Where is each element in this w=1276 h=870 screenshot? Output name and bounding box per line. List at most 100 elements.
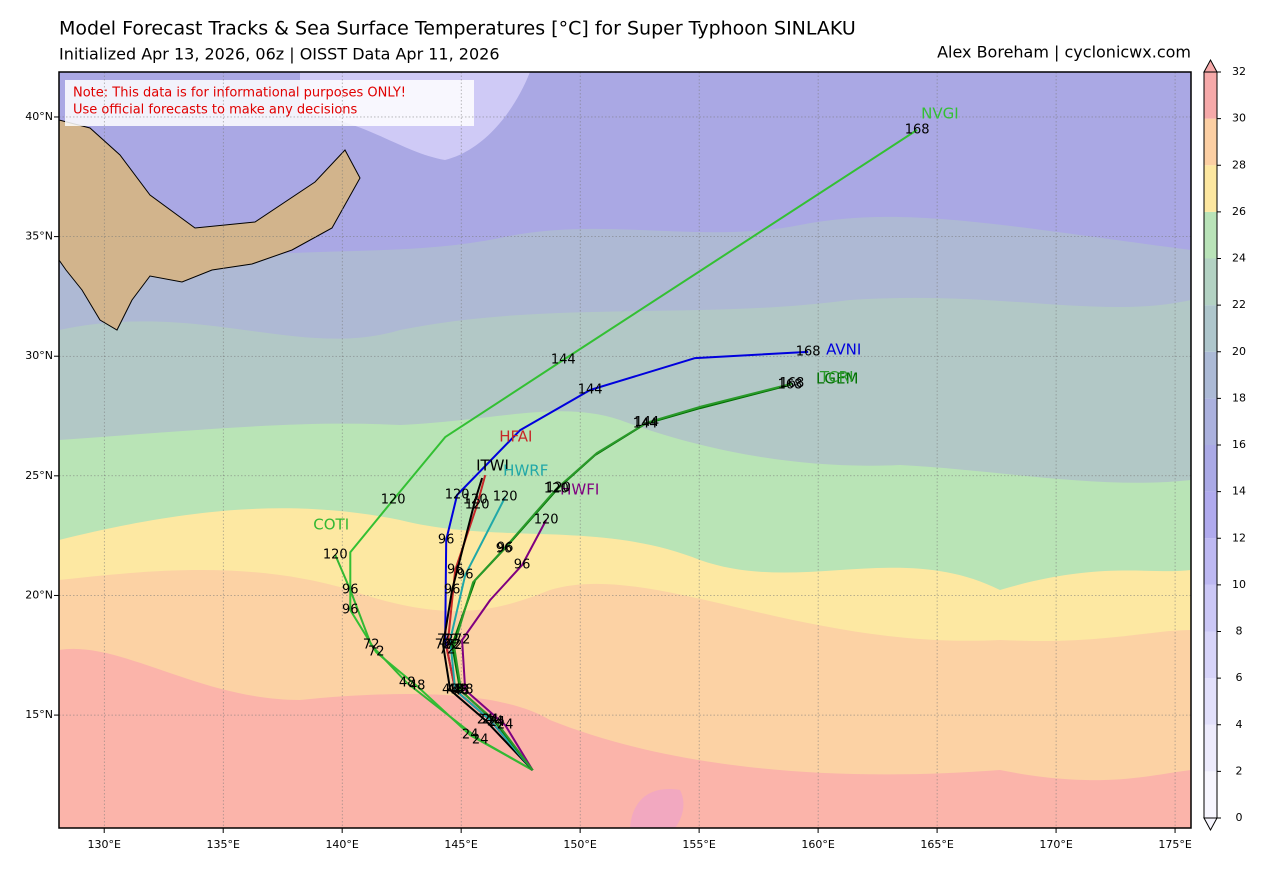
colorbar-tick-label: 2 [1236,764,1243,777]
colorbar-segment [1204,118,1217,166]
hour-label: 48 [442,682,459,697]
hour-label: 120 [323,548,348,563]
colorbar-segment [1204,771,1217,818]
colorbar-tick-label: 30 [1232,112,1246,125]
colorbar-segment [1204,351,1217,399]
track-line [449,496,534,771]
y-tick-label: 25°N [25,469,53,482]
hour-label: 96 [497,541,514,556]
hour-label: 24 [489,715,506,730]
colorbar-tick-label: 26 [1232,205,1246,218]
colorbar-segment [1204,724,1217,772]
colorbar-segment [1204,305,1217,352]
track-name: HWRF [503,462,548,480]
colorbar-tick-label: 8 [1236,625,1243,638]
hour-label: 120 [463,493,488,508]
land [59,119,361,331]
y-tick-label: 20°N [25,588,53,601]
hour-label: 72 [446,638,463,653]
hour-label: 48 [447,682,464,697]
colorbar-tick-label: 4 [1236,718,1243,731]
hour-label: 48 [447,682,464,697]
hour-label: 72 [435,637,452,652]
map-frame [58,71,1192,829]
hour-label: 120 [465,498,490,513]
x-tick-label: 140°E [325,838,358,851]
colorbar-tick-label: 32 [1232,65,1246,78]
hour-label: 96 [457,568,474,583]
hour-label: 144 [634,415,659,430]
colorbar-tick-label: 6 [1236,671,1243,684]
x-tick-label: 165°E [920,838,953,851]
hour-label: 144 [633,416,658,431]
hour-label: 120 [534,513,559,528]
track-line [461,519,547,771]
hour-label: 72 [368,645,385,660]
hour-label: 96 [438,532,455,547]
tracks: 24487296120144168NVGI24487296120COTI2448… [313,104,959,771]
x-tick-label: 160°E [801,838,834,851]
colorbar-segment [1204,584,1217,632]
x-tick-label: 145°E [444,838,477,851]
hour-label: 168 [796,344,821,359]
colorbar-tick-label: 10 [1232,578,1246,591]
hour-label: 24 [482,713,499,728]
hour-label: 168 [778,377,803,392]
track-name: LGEM [816,369,858,387]
colorbar-segment [1204,631,1217,679]
track-name: ITWI [476,456,509,474]
hour-label: 48 [457,682,474,697]
track-line [453,382,793,771]
hour-label: 120 [445,487,470,502]
colorbar-segment [1204,258,1217,306]
x-tick-label: 135°E [206,838,239,851]
x-tick-label: 130°E [87,838,120,851]
note-line: Use official forecasts to make any decis… [73,103,358,118]
hour-label: 48 [409,679,426,694]
track-name: COTI [313,516,349,534]
credit: Alex Boreham | cyclonicwx.com [937,43,1191,62]
hour-label: 120 [546,481,571,496]
colorbar-tick-label: 28 [1232,158,1246,171]
colorbar-segment [1204,678,1217,725]
sst-field [59,72,1191,828]
hour-label: 96 [342,603,359,618]
y-tick-label: 30°N [25,349,53,362]
sst-band [630,789,684,828]
hour-label: 168 [905,122,930,137]
hour-label: 24 [487,715,504,730]
colorbar-tick-label: 20 [1232,345,1246,358]
colorbar-segment [1204,165,1217,212]
hour-label: 24 [462,728,479,743]
graticule: 130°E 135°E 140°E 145°E 150°E 155°E 160°E 165°E… [25,72,1192,851]
hour-label: 48 [452,682,469,697]
hour-label: 96 [496,541,513,556]
hour-label: 72 [437,632,454,647]
y-tick-label: 35°N [25,230,53,243]
hour-label: 120 [381,493,406,508]
colorbar-tick-label: 18 [1232,391,1246,404]
hour-label: 72 [444,637,461,652]
hour-label: 120 [544,481,569,496]
hour-label: 144 [578,382,603,397]
track-line [334,554,534,771]
subtitle: Initialized Apr 13, 2026, 06z | OISST Da… [59,45,500,64]
track-name: HFAI [499,428,532,446]
colorbar-segment [1204,72,1217,119]
x-tick-label: 170°E [1039,838,1072,851]
track-name: AVNI [826,340,861,358]
colorbar-tick-label: 14 [1232,485,1246,498]
hour-label: 96 [444,582,461,597]
hour-label: 144 [551,353,576,368]
hour-label: 48 [453,684,470,699]
hour-label: 72 [454,632,471,647]
hour-label: 24 [477,713,494,728]
track-name: TCRI [819,368,854,386]
colorbar-tick-label: 0 [1236,811,1243,824]
colorbar-segment [1204,398,1217,445]
hour-label: 24 [482,713,499,728]
track-name: NVGI [921,104,959,122]
hour-label: 168 [780,376,805,391]
